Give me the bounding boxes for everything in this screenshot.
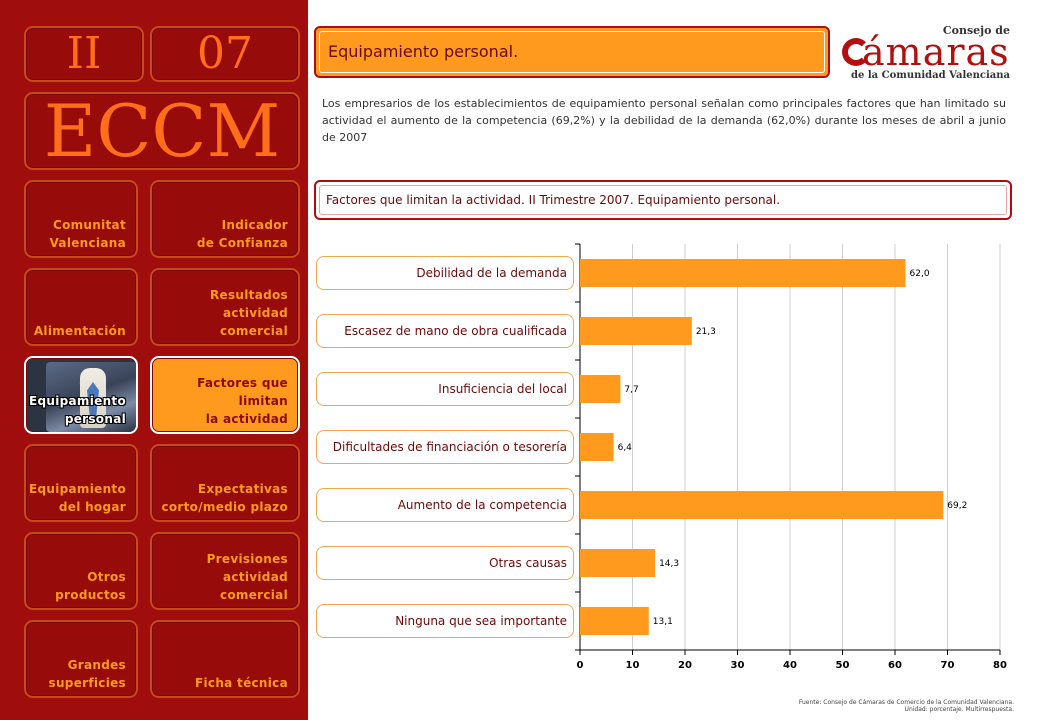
acronym: ECCM xyxy=(43,89,281,173)
bar xyxy=(580,317,692,345)
x-tick-label: 50 xyxy=(836,660,850,671)
category-label: Ninguna que sea importante xyxy=(316,604,574,638)
chart-title: Factores que limitan la actividad. II Tr… xyxy=(326,193,781,207)
bar xyxy=(580,375,621,403)
nav-label: Ficha técnica xyxy=(195,676,288,690)
logo-top-text: Consejo de xyxy=(942,24,1010,37)
category-label: Debilidad de la demanda xyxy=(316,256,574,290)
nav-label: Alimentación xyxy=(33,324,126,338)
nav-resultados-actividad[interactable]: Resultados actividad comercial xyxy=(150,268,300,346)
nav-previsiones[interactable]: Previsiones actividad comercial xyxy=(150,532,300,610)
nav-factores-limitan[interactable]: Factores que limitan la actividad xyxy=(150,356,300,434)
x-tick-label: 40 xyxy=(783,660,797,671)
page-number-tile: 07 xyxy=(150,26,300,82)
bar-value-label: 69,2 xyxy=(947,501,967,511)
tie-shape xyxy=(87,382,99,424)
x-tick-label: 60 xyxy=(888,660,902,671)
bar xyxy=(580,491,944,519)
nav-label: Comunitat Valenciana xyxy=(49,218,126,250)
nav-label: Equipamiento personal xyxy=(28,394,126,426)
category-label: Insuficiencia del local xyxy=(316,372,574,406)
nav-label: Indicador de Confianza xyxy=(196,218,288,250)
nav-label: Expectativas corto/medio plazo xyxy=(161,482,288,514)
camaras-logo: Consejo de ámaras de la Comunidad Valenc… xyxy=(842,24,1022,84)
chart-title-bar: Factores que limitan la actividad. II Tr… xyxy=(314,180,1012,220)
bar-value-label: 13,1 xyxy=(653,617,673,627)
page-number: 07 xyxy=(197,28,253,79)
nav-label: Otros productos xyxy=(55,570,126,602)
bar xyxy=(580,549,656,577)
bar-value-label: 6,4 xyxy=(618,443,633,453)
nav-equipamiento-hogar[interactable]: Equipamiento del hogar xyxy=(24,444,138,522)
bar-chart: 0 10 20 30 40 50 60 70 80 62,0 21,3 7,7 6,4 69,2 14,3 1… xyxy=(575,243,1007,671)
x-tick-label: 20 xyxy=(678,660,692,671)
nav-comunitat-valenciana[interactable]: Comunitat Valenciana xyxy=(24,180,138,258)
intro-paragraph: Los empresarios de los establecimientos … xyxy=(322,97,1006,144)
logo-sub-text: de la Comunidad Valenciana xyxy=(851,70,1010,81)
nav-label: Previsiones actividad comercial xyxy=(206,552,288,602)
nav-ficha-tecnica[interactable]: Ficha técnica xyxy=(150,620,300,698)
nav-label: Equipamiento del hogar xyxy=(28,482,126,514)
page-title: Equipamiento personal. xyxy=(328,42,519,61)
nav-indicador-confianza[interactable]: Indicador de Confianza xyxy=(150,180,300,258)
sidebar-nav: II 07 ECCM Comunitat Valenciana Indicado… xyxy=(0,0,308,720)
acronym-tile: ECCM xyxy=(24,92,300,170)
category-label: Aumento de la competencia xyxy=(316,488,574,522)
nav-label: Resultados actividad comercial xyxy=(210,288,288,338)
nav-alimentacion[interactable]: Alimentación xyxy=(24,268,138,346)
logo-main-text: ámaras xyxy=(862,30,1010,74)
section-number: II xyxy=(66,28,102,79)
nav-grandes-superficies[interactable]: Grandes superficies xyxy=(24,620,138,698)
nav-otros-productos[interactable]: Otros productos xyxy=(24,532,138,610)
logo-c-icon xyxy=(842,38,870,66)
chart-title-inner-border xyxy=(319,185,1007,215)
x-tick-label: 70 xyxy=(941,660,955,671)
x-tick-label: 0 xyxy=(577,660,584,671)
bar-value-label: 14,3 xyxy=(659,559,679,569)
bar-value-label: 7,7 xyxy=(624,385,638,395)
x-tick-label: 80 xyxy=(993,660,1007,671)
category-label: Escasez de mano de obra cualificada xyxy=(316,314,574,348)
x-tick-label: 30 xyxy=(731,660,745,671)
section-number-tile: II xyxy=(24,26,144,82)
nav-label: Factores que limitan la actividad xyxy=(197,376,288,426)
bar xyxy=(580,607,649,635)
header-inner-border xyxy=(319,31,825,73)
category-label: Dificultades de financiación o tesorería xyxy=(316,430,574,464)
source-note: Fuente: Consejo de Cámaras de Comercio d… xyxy=(798,699,1014,713)
x-tick-label: 10 xyxy=(626,660,640,671)
nav-equipamiento-personal[interactable]: Equipamiento personal xyxy=(24,356,138,434)
bar-value-label: 62,0 xyxy=(910,269,930,279)
nav-expectativas[interactable]: Expectativas corto/medio plazo xyxy=(150,444,300,522)
header-bar: Equipamiento personal. xyxy=(314,26,830,78)
category-label: Otras causas xyxy=(316,546,574,580)
bar-value-label: 21,3 xyxy=(696,327,716,337)
bar xyxy=(580,259,906,287)
nav-label: Grandes superficies xyxy=(48,658,126,690)
bar xyxy=(580,433,614,461)
